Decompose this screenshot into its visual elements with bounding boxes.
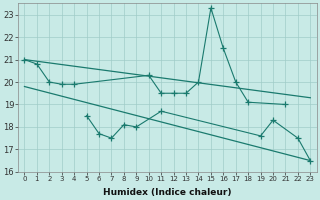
- X-axis label: Humidex (Indice chaleur): Humidex (Indice chaleur): [103, 188, 232, 197]
